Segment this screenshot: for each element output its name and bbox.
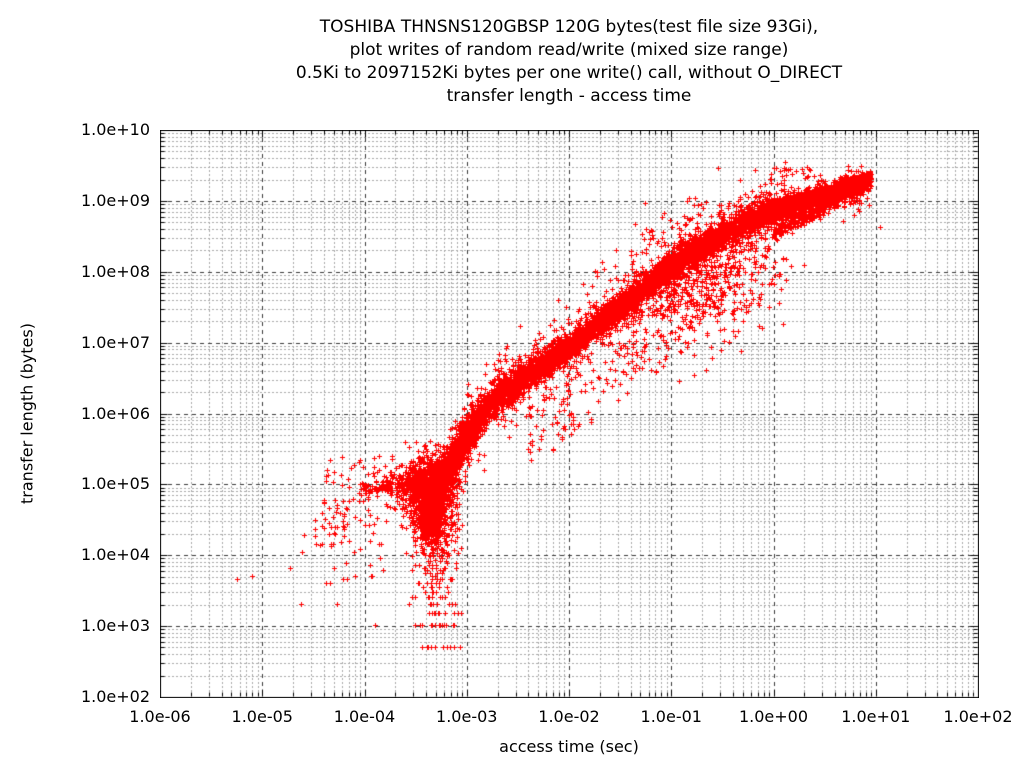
y-tick-label: 1.0e+07: [80, 332, 150, 352]
x-tick-label: 1.0e-01: [640, 707, 702, 726]
x-tick-label: 1.0e-05: [231, 707, 293, 726]
x-tick-label: 1.0e-06: [129, 707, 191, 726]
chart-title-line: transfer length - access time: [446, 86, 692, 106]
chart-title-line: TOSHIBA THNSNS120GBSP 120G bytes(test fi…: [319, 17, 819, 37]
y-tick-label: 1.0e+06: [80, 403, 150, 423]
y-axis-label: transfer length (bytes): [17, 323, 37, 504]
y-tick-label: 1.0e+05: [80, 474, 150, 494]
y-tick-label: 1.0e+10: [80, 120, 150, 139]
y-tick-label: 1.0e+08: [80, 261, 150, 281]
x-tick-label: 1.0e-02: [538, 707, 600, 726]
x-tick-label: 1.0e+02: [943, 707, 1013, 726]
y-tick-label: 1.0e+03: [80, 616, 150, 636]
chart-title: TOSHIBA THNSNS120GBSP 120G bytes(test fi…: [160, 16, 978, 108]
x-axis-label: access time (sec): [499, 737, 639, 756]
x-tick-label: 1.0e+00: [738, 707, 809, 726]
x-tick-label: 1.0e-04: [333, 707, 396, 726]
plot-area-canvas: [160, 130, 979, 698]
y-tick-label: 1.0e+09: [80, 190, 150, 210]
y-tick-label: 1.0e+02: [80, 687, 150, 706]
chart-title-line: plot writes of random read/write (mixed …: [349, 40, 789, 60]
x-tick-label: 1.0e-03: [436, 707, 498, 726]
x-tick-label: 1.0e+01: [841, 707, 911, 726]
chart-title-line: 0.5Ki to 2097152Ki bytes per one write()…: [295, 63, 843, 83]
y-tick-label: 1.0e+04: [80, 545, 150, 565]
